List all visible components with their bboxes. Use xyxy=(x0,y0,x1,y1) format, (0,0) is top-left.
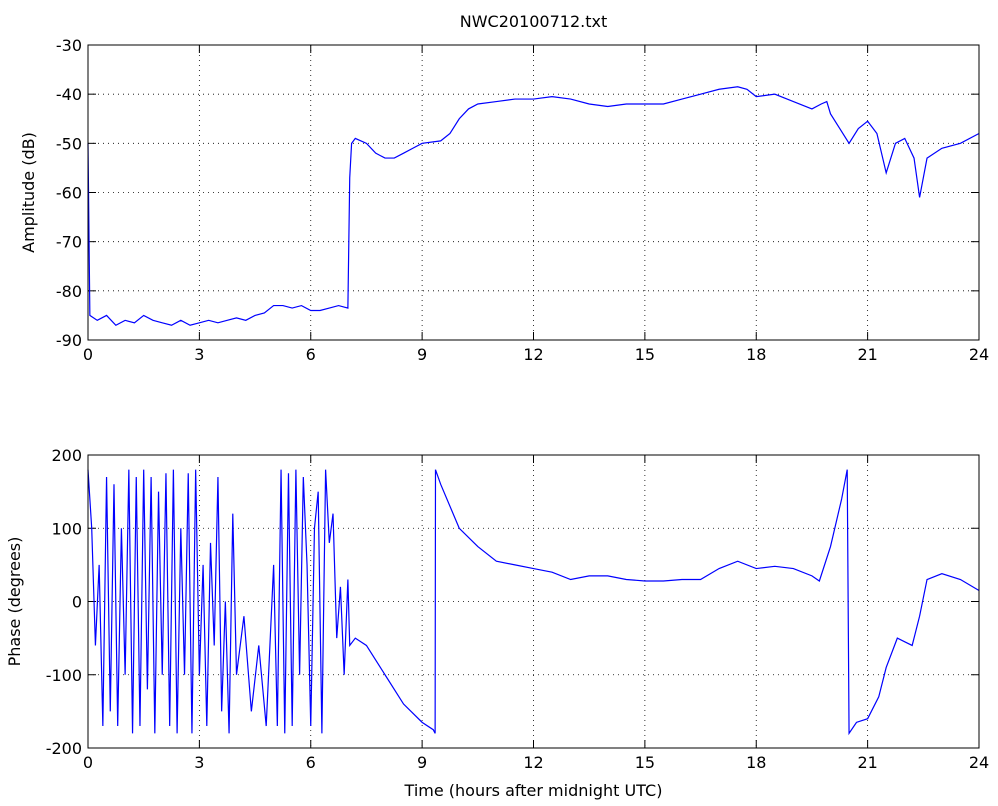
x-tick-label: 21 xyxy=(857,753,877,772)
x-tick-label: 9 xyxy=(417,753,427,772)
x-axis-label: Time (hours after midnight UTC) xyxy=(404,781,663,800)
x-tick-label: 12 xyxy=(523,753,543,772)
axes-frame xyxy=(87,44,980,341)
y-tick-label: -40 xyxy=(56,85,82,104)
y-axis-label: Amplitude (dB) xyxy=(19,132,38,253)
data-line xyxy=(87,469,980,736)
x-tick-label: 0 xyxy=(83,345,93,364)
y-tick-label: -200 xyxy=(46,739,82,758)
y-tick-label: -70 xyxy=(56,233,82,252)
x-tick-label: 15 xyxy=(635,753,655,772)
data-line xyxy=(87,86,980,326)
x-tick-label: 0 xyxy=(83,753,93,772)
y-tick-label: 0 xyxy=(72,593,82,612)
x-tick-label: 15 xyxy=(635,345,655,364)
x-tick-label: 24 xyxy=(969,753,989,772)
y-tick-label: -30 xyxy=(56,36,82,55)
x-tick-label: 3 xyxy=(194,345,204,364)
y-tick-label: -80 xyxy=(56,282,82,301)
chart-title: NWC20100712.txt xyxy=(460,12,608,31)
x-tick-label: 3 xyxy=(194,753,204,772)
x-tick-label: 18 xyxy=(746,345,766,364)
x-tick-label: 18 xyxy=(746,753,766,772)
y-tick-label: 100 xyxy=(51,519,82,538)
x-tick-label: 6 xyxy=(306,753,316,772)
x-tick-label: 6 xyxy=(306,345,316,364)
x-tick-label: 9 xyxy=(417,345,427,364)
y-tick-label: -50 xyxy=(56,134,82,153)
y-axis-label: Phase (degrees) xyxy=(5,537,24,667)
x-tick-label: 21 xyxy=(857,345,877,364)
y-tick-label: -60 xyxy=(56,184,82,203)
y-tick-label: 200 xyxy=(51,446,82,465)
y-tick-label: -90 xyxy=(56,331,82,350)
y-tick-label: -100 xyxy=(46,666,82,685)
x-tick-label: 24 xyxy=(969,345,989,364)
x-tick-label: 12 xyxy=(523,345,543,364)
axes-frame xyxy=(87,454,980,749)
